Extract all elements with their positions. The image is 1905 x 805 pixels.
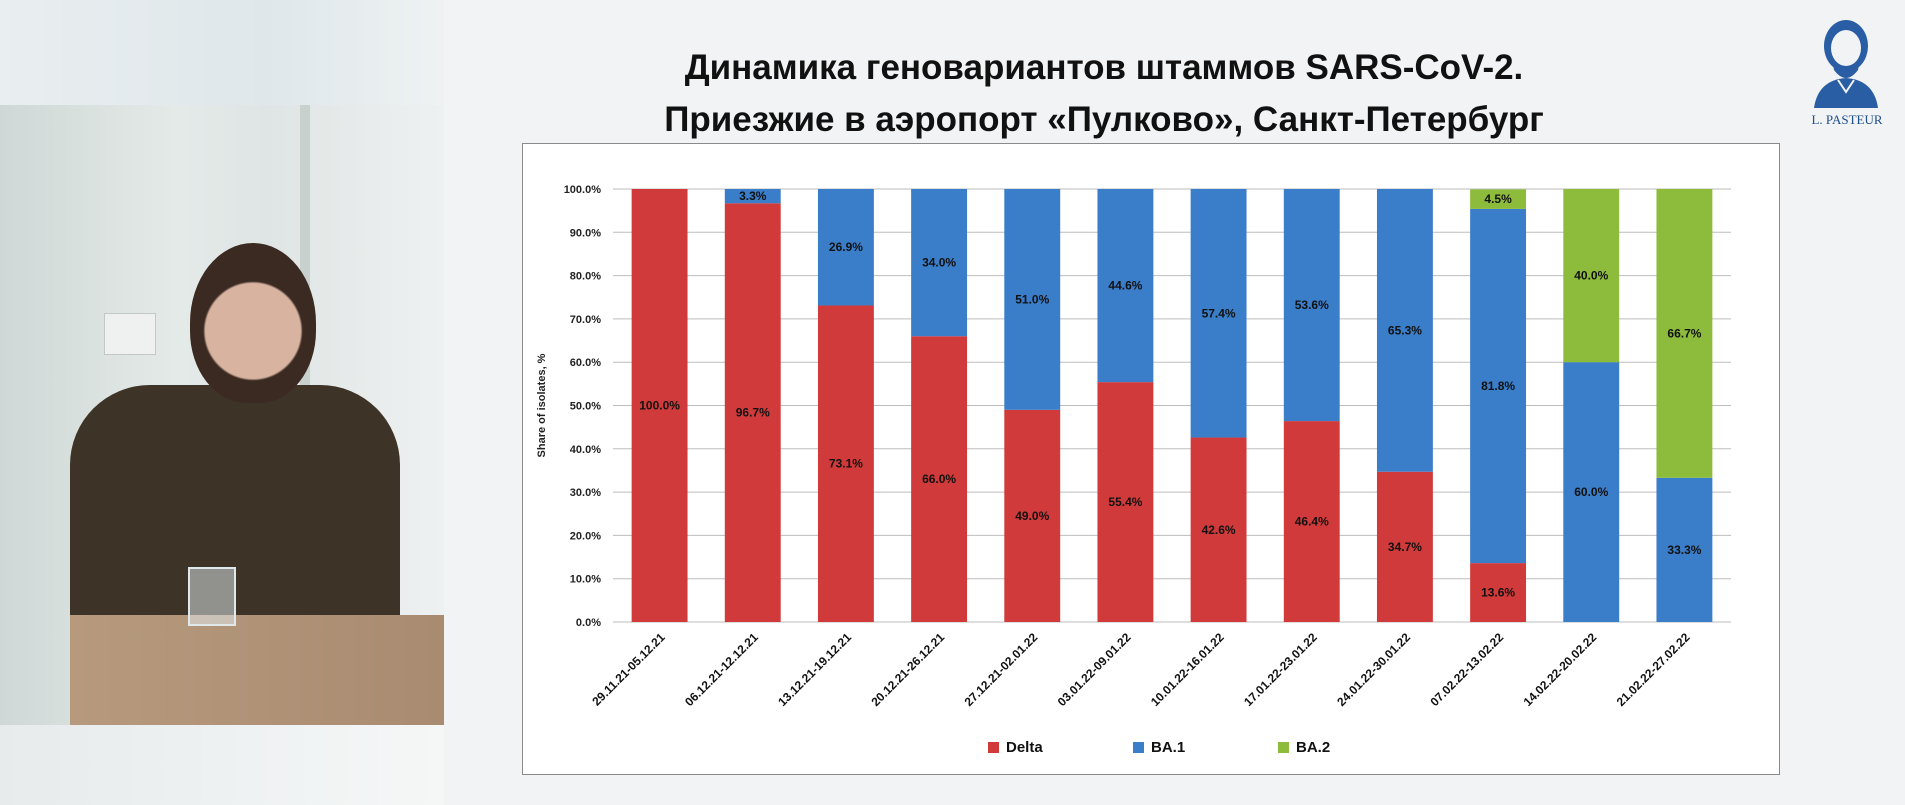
bar-segment-ba2 bbox=[1656, 189, 1713, 478]
bar-segment-ba1 bbox=[1283, 189, 1340, 422]
x-tick-label: 06.12.21-12.12.21 bbox=[682, 630, 761, 709]
y-tick-label: 70.0% bbox=[570, 314, 601, 326]
x-tick-label: 03.01.22-09.01.22 bbox=[1055, 630, 1134, 709]
data-label: 13.6% bbox=[1481, 586, 1515, 600]
video-background-top bbox=[0, 0, 444, 105]
data-label: 46.4% bbox=[1295, 515, 1329, 529]
bar-segment-delta bbox=[724, 203, 781, 622]
data-label: 53.6% bbox=[1295, 298, 1329, 312]
data-label: 34.7% bbox=[1388, 540, 1422, 554]
speaker-head bbox=[190, 243, 316, 403]
bar-segment-ba1 bbox=[1190, 189, 1247, 438]
x-tick-label: 29.11.21-05.12.21 bbox=[589, 630, 668, 709]
y-tick-label: 40.0% bbox=[570, 444, 601, 456]
light-switch bbox=[104, 313, 156, 355]
data-label: 96.7% bbox=[736, 406, 770, 420]
y-tick-label: 50.0% bbox=[570, 401, 601, 413]
water-glass bbox=[188, 567, 236, 626]
bar-segment-delta bbox=[817, 305, 874, 622]
data-label: 57.4% bbox=[1202, 306, 1236, 320]
y-axis-label: Share of isolates, % bbox=[536, 353, 548, 457]
legend-label: Delta bbox=[1006, 739, 1043, 756]
data-label: 44.6% bbox=[1108, 279, 1142, 293]
y-tick-label: 100.0% bbox=[564, 184, 602, 196]
presentation-slide: Динамика геновариантов штаммов SARS-CoV-… bbox=[444, 0, 1905, 805]
y-tick-label: 10.0% bbox=[570, 574, 601, 586]
slide-title-line2: Приезжие в аэропорт «Пулково», Санкт-Пет… bbox=[664, 100, 1544, 139]
speaker-video bbox=[0, 0, 444, 805]
legend-swatch bbox=[988, 742, 999, 753]
bar-segment-delta bbox=[911, 336, 968, 622]
data-label: 26.9% bbox=[829, 240, 863, 254]
x-tick-label: 27.12.21-02.01.22 bbox=[962, 630, 1041, 709]
legend-label: BA.1 bbox=[1151, 739, 1185, 756]
data-label: 55.4% bbox=[1108, 495, 1142, 509]
x-tick-label: 20.12.21-26.12.21 bbox=[868, 630, 947, 709]
data-label: 81.8% bbox=[1481, 379, 1515, 393]
logo-text: L. PASTEUR bbox=[1811, 112, 1883, 127]
data-label: 100.0% bbox=[639, 399, 680, 413]
bar-segment-delta bbox=[1376, 471, 1433, 622]
bar-segment-ba2 bbox=[1563, 189, 1620, 363]
bar-segment-delta bbox=[1283, 421, 1340, 622]
bar-segment-ba1 bbox=[817, 189, 874, 306]
bar-segment-delta bbox=[1190, 437, 1247, 622]
x-tick-label: 13.12.21-19.12.21 bbox=[775, 630, 854, 709]
slide-title-line1: Динамика геновариантов штаммов SARS-CoV-… bbox=[684, 48, 1524, 87]
bar-segment-ba1 bbox=[1656, 477, 1713, 622]
pasteur-logo bbox=[1814, 20, 1878, 108]
bar-segment-delta bbox=[1004, 409, 1061, 622]
bar-segment-ba1 bbox=[911, 189, 968, 337]
y-tick-label: 80.0% bbox=[570, 271, 601, 283]
y-tick-label: 30.0% bbox=[570, 487, 601, 499]
data-label: 34.0% bbox=[922, 256, 956, 270]
y-tick-label: 90.0% bbox=[570, 227, 601, 239]
stacked-bar-chart: 0.0% 10.0% 20.0% 30.0% 40.0% 50.0% 60.0% 70.0% 8… bbox=[536, 184, 1731, 756]
x-tick-label: 10.01.22-16.01.22 bbox=[1148, 630, 1227, 709]
bar-segment-ba1 bbox=[1004, 189, 1061, 410]
bar-segment-delta bbox=[631, 189, 688, 622]
data-label: 51.0% bbox=[1015, 292, 1049, 306]
x-tick-label: 24.01.22-30.01.22 bbox=[1334, 630, 1413, 709]
data-label: 3.3% bbox=[739, 189, 767, 203]
bar-segment-delta bbox=[1097, 382, 1154, 622]
bar-segment-ba1 bbox=[1097, 189, 1154, 383]
bar-segment-ba1 bbox=[1376, 189, 1433, 472]
data-label: 66.0% bbox=[922, 472, 956, 486]
y-tick-label: 60.0% bbox=[570, 357, 601, 369]
x-tick-label: 14.02.22-20.02.22 bbox=[1521, 630, 1600, 709]
data-label: 33.3% bbox=[1667, 543, 1701, 557]
data-label: 73.1% bbox=[829, 457, 863, 471]
bar-segment-ba2 bbox=[1470, 189, 1527, 209]
chart-frame: 0.0% 10.0% 20.0% 30.0% 40.0% 50.0% 60.0% 70.0% 8… bbox=[522, 143, 1780, 775]
bar-segment-ba1 bbox=[724, 189, 781, 204]
bar-segment-delta bbox=[1470, 563, 1527, 622]
slide-title: Динамика геновариантов штаммов SARS-CoV-… bbox=[524, 42, 1684, 146]
legend-swatch bbox=[1278, 742, 1289, 753]
x-tick-label: 07.02.22-13.02.22 bbox=[1427, 630, 1506, 709]
bar-segment-ba1 bbox=[1563, 362, 1620, 622]
x-tick-label: 17.01.22-23.01.22 bbox=[1241, 630, 1320, 709]
bar-segment-ba1 bbox=[1470, 208, 1527, 564]
y-tick-label: 0.0% bbox=[576, 617, 601, 629]
data-label: 40.0% bbox=[1574, 269, 1608, 283]
video-background-bottom bbox=[0, 725, 444, 805]
data-label: 4.5% bbox=[1484, 192, 1512, 206]
x-tick-label: 21.02.22-27.02.22 bbox=[1614, 630, 1693, 709]
podium bbox=[70, 615, 444, 725]
legend-swatch bbox=[1133, 742, 1144, 753]
y-tick-label: 20.0% bbox=[570, 530, 601, 542]
data-label: 49.0% bbox=[1015, 509, 1049, 523]
data-label: 60.0% bbox=[1574, 485, 1608, 499]
data-label: 65.3% bbox=[1388, 323, 1422, 337]
data-label: 42.6% bbox=[1202, 523, 1236, 537]
legend-label: BA.2 bbox=[1296, 739, 1330, 756]
data-label: 66.7% bbox=[1667, 326, 1701, 340]
